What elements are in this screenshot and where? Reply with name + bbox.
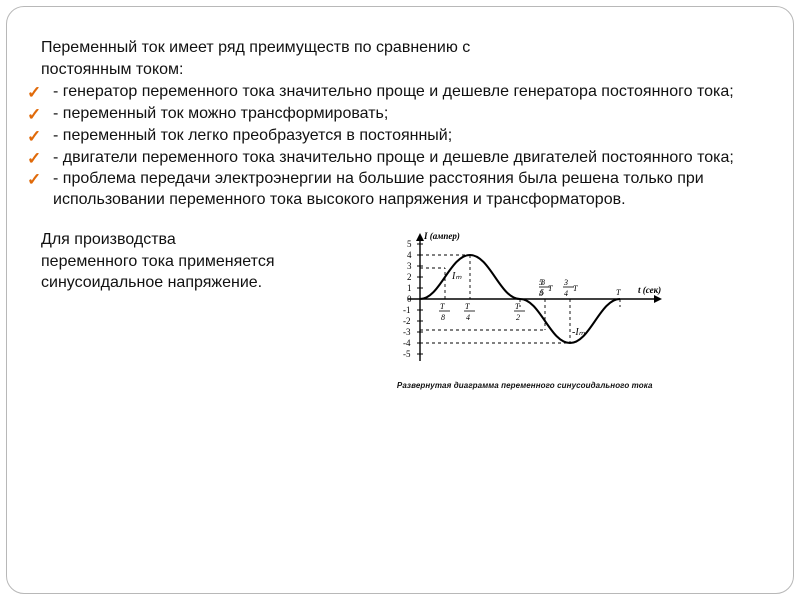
list-item: - генератор переменного тока значительно…	[19, 82, 765, 103]
svg-text:5: 5	[407, 239, 412, 249]
svg-text:T: T	[616, 288, 621, 297]
prod-line-1: Для производства	[41, 229, 274, 251]
svg-text:-4: -4	[403, 338, 411, 348]
list-item: - проблема передачи электроэнергии на бо…	[19, 169, 765, 211]
production-text: Для производства переменного тока примен…	[41, 229, 274, 294]
bottom-row: Для производства переменного тока примен…	[19, 229, 765, 390]
svg-text:2: 2	[407, 272, 412, 282]
chart-caption: Развернутая диаграмма переменного синусо…	[397, 381, 653, 390]
intro-line-1: Переменный ток имеет ряд преимуществ по …	[41, 37, 765, 59]
prod-line-3: синусоидальное напряжение.	[41, 272, 274, 294]
svg-text:0: 0	[407, 294, 412, 304]
adv-text: - двигатели переменного тока значительно…	[53, 149, 734, 166]
adv-text: - проблема передачи электроэнергии на бо…	[53, 170, 704, 208]
svg-text:T: T	[573, 284, 578, 293]
im-neg-label: -Iₘ	[572, 327, 586, 338]
sine-chart: I (ампер) 5 4 3 2 1 0 -1 -2 -3 -4 -5 t (…	[284, 229, 765, 390]
x-ticks: T 8 T 4 T 2 5 8 5 8 T	[439, 278, 621, 322]
advantages-list: - генератор переменного тока значительно…	[19, 82, 765, 211]
slide-frame: Переменный ток имеет ряд преимуществ по …	[6, 6, 794, 594]
im-pos-label: Iₘ	[451, 271, 462, 282]
svg-text:T: T	[465, 302, 470, 311]
adv-text: - переменный ток можно трансформировать;	[53, 105, 388, 122]
prod-line-2: переменного тока применяется	[41, 251, 274, 273]
svg-text:5: 5	[539, 278, 543, 287]
svg-text:T: T	[548, 284, 553, 293]
svg-text:T: T	[515, 302, 520, 311]
list-item: - переменный ток легко преобразуется в п…	[19, 126, 765, 147]
svg-text:-1: -1	[403, 305, 411, 315]
svg-text:4: 4	[407, 250, 412, 260]
x-axis-label: t (сек)	[638, 285, 661, 295]
svg-text:T: T	[440, 302, 445, 311]
svg-text:-5: -5	[403, 349, 411, 359]
list-item: - переменный ток можно трансформировать;	[19, 104, 765, 125]
svg-text:-2: -2	[403, 316, 411, 326]
adv-text: - переменный ток легко преобразуется в п…	[53, 127, 452, 144]
svg-text:4: 4	[564, 289, 568, 298]
adv-text: - генератор переменного тока значительно…	[53, 83, 734, 100]
svg-text:8: 8	[539, 289, 543, 298]
svg-text:-3: -3	[403, 327, 411, 337]
sine-svg: I (ампер) 5 4 3 2 1 0 -1 -2 -3 -4 -5 t (…	[380, 229, 670, 379]
intro-line-2: постоянным током:	[41, 59, 765, 81]
svg-text:4: 4	[466, 313, 470, 322]
list-item: - двигатели переменного тока значительно…	[19, 148, 765, 169]
y-axis-label: I (ампер)	[423, 231, 460, 241]
svg-text:3: 3	[407, 261, 412, 271]
svg-text:8: 8	[441, 313, 445, 322]
svg-text:3: 3	[563, 278, 568, 287]
svg-text:2: 2	[516, 313, 520, 322]
intro-text: Переменный ток имеет ряд преимуществ по …	[41, 37, 765, 80]
svg-text:1: 1	[407, 283, 412, 293]
